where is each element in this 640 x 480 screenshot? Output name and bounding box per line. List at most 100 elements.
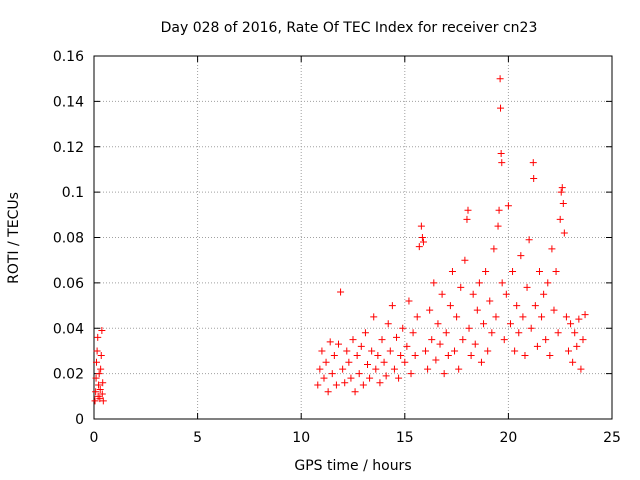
tick-layer: 0 5 10 15 20 25 0 0.02 0.04 0.06 0.08 0.1 0.12 0.14 0.… xyxy=(53,49,621,446)
data-point xyxy=(357,342,365,350)
data-point xyxy=(569,358,577,366)
data-point xyxy=(415,243,423,251)
data-point xyxy=(401,358,409,366)
data-point xyxy=(571,329,579,337)
grid-layer xyxy=(94,56,612,419)
y-tick-label: 0.14 xyxy=(53,94,84,110)
y-tick-label: 0.16 xyxy=(53,49,84,65)
data-point xyxy=(440,370,448,378)
data-point xyxy=(93,347,101,355)
data-point xyxy=(469,290,477,298)
data-point xyxy=(418,234,426,241)
data-point xyxy=(525,236,533,244)
data-point xyxy=(457,283,465,291)
data-point xyxy=(341,379,349,387)
data-point xyxy=(557,188,565,196)
data-point xyxy=(403,342,411,350)
data-point xyxy=(498,159,506,167)
data-point xyxy=(320,374,328,382)
data-point xyxy=(98,327,106,335)
data-point xyxy=(426,306,434,314)
data-point xyxy=(509,268,517,276)
data-point xyxy=(413,313,421,321)
data-point xyxy=(390,365,398,373)
data-point xyxy=(488,329,496,337)
y-tick-label: 0.02 xyxy=(53,367,84,383)
data-point xyxy=(496,75,504,83)
data-point xyxy=(498,279,506,287)
data-point xyxy=(484,347,492,355)
data-point xyxy=(96,395,104,403)
data-point xyxy=(480,320,488,328)
data-point xyxy=(98,390,106,398)
data-point xyxy=(318,347,326,355)
data-point xyxy=(326,338,334,346)
data-point xyxy=(523,283,531,291)
data-point xyxy=(538,313,546,321)
data-point xyxy=(530,175,538,183)
data-point xyxy=(556,215,564,223)
data-point xyxy=(497,104,505,112)
y-tick-label: 0.1 xyxy=(62,185,84,201)
y-tick-label: 0.06 xyxy=(53,276,84,292)
data-point xyxy=(455,365,463,373)
chart-title: Day 028 of 2016, Rate Of TEC Index for r… xyxy=(161,20,538,36)
data-point xyxy=(562,313,570,321)
data-point xyxy=(314,381,322,389)
data-point xyxy=(548,245,556,253)
data-point xyxy=(567,320,575,328)
data-point xyxy=(515,329,523,337)
data-point xyxy=(397,351,405,359)
data-point xyxy=(552,268,560,276)
data-point xyxy=(459,336,467,344)
data-point xyxy=(544,279,552,287)
x-axis-label: GPS time / hours xyxy=(294,458,411,474)
data-point xyxy=(506,320,514,328)
data-point xyxy=(513,302,521,310)
data-point xyxy=(92,358,100,366)
y-tick-label: 0.08 xyxy=(53,231,84,247)
data-point xyxy=(405,297,413,305)
data-point xyxy=(444,351,452,359)
data-point xyxy=(448,268,456,276)
data-point xyxy=(372,365,380,373)
data-point xyxy=(353,351,361,359)
data-point xyxy=(451,347,459,355)
data-point xyxy=(542,336,550,344)
data-point xyxy=(399,324,407,332)
data-point xyxy=(322,358,330,366)
y-tick-label: 0.04 xyxy=(53,321,84,337)
data-point xyxy=(411,351,419,359)
data-point xyxy=(446,302,454,310)
data-point xyxy=(328,370,336,378)
data-point xyxy=(316,365,324,373)
data-point xyxy=(494,222,502,230)
data-point xyxy=(95,381,103,389)
data-point xyxy=(343,347,351,355)
x-tick-label: 25 xyxy=(603,430,621,446)
data-point xyxy=(517,252,525,260)
data-point xyxy=(432,356,440,364)
data-point xyxy=(361,329,369,337)
data-point xyxy=(535,268,543,276)
data-point xyxy=(334,340,342,348)
data-point xyxy=(393,333,401,341)
data-point xyxy=(486,297,494,305)
data-point xyxy=(511,347,519,355)
data-point xyxy=(465,324,473,332)
data-point xyxy=(577,365,585,373)
data-point xyxy=(368,347,376,355)
data-point xyxy=(436,340,444,348)
data-point xyxy=(370,313,378,321)
x-tick-label: 15 xyxy=(396,430,414,446)
data-point xyxy=(575,315,583,323)
data-point xyxy=(339,365,347,373)
data-point xyxy=(559,199,567,207)
data-point xyxy=(424,365,432,373)
data-point xyxy=(95,370,103,378)
data-point xyxy=(337,288,345,296)
data-point xyxy=(94,333,102,341)
data-point xyxy=(351,388,359,396)
data-point xyxy=(581,311,589,319)
